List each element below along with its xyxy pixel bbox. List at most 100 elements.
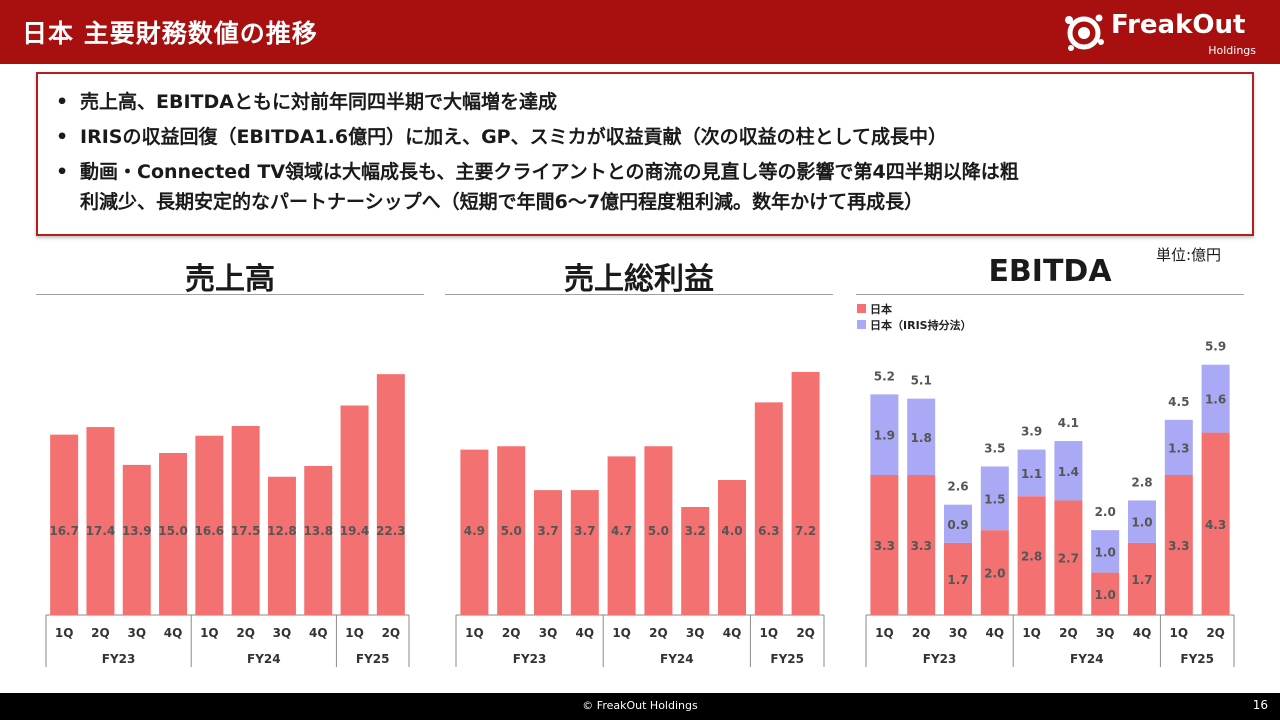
- data-label: 5.0: [501, 524, 522, 538]
- tick-label: 4Q: [164, 626, 183, 640]
- bar: [231, 426, 260, 615]
- data-label: 1.6: [1205, 393, 1226, 407]
- data-label: 0.9: [947, 518, 968, 532]
- total-label: 5.2: [874, 369, 895, 383]
- title-underline: [445, 294, 833, 295]
- page-title: 日本 主要財務数値の推移: [22, 19, 318, 48]
- bar: [267, 476, 296, 615]
- data-label: 3.3: [874, 539, 895, 553]
- tick-label: 3Q: [539, 626, 558, 640]
- bar-japan: [1017, 496, 1046, 615]
- data-label: 13.9: [122, 524, 152, 538]
- title-underline: [36, 294, 424, 295]
- bar-iris: [1091, 530, 1120, 573]
- chart-title-ebitda: EBITDA: [988, 254, 1112, 289]
- bar: [304, 465, 333, 615]
- data-label: 4.7: [611, 524, 632, 538]
- bullet-text: 利減少、長期安定的なパートナーシップへ（短期で年間6～7億円程度粗利減。数年かけ…: [80, 191, 924, 213]
- data-label: 1.0: [1095, 588, 1116, 602]
- tick-label: 2Q: [912, 626, 931, 640]
- bar: [570, 490, 599, 615]
- tick-label: 4Q: [1133, 626, 1152, 640]
- total-label: 5.1: [911, 374, 932, 388]
- bar: [644, 446, 673, 615]
- tick-label: 3Q: [1096, 626, 1115, 640]
- tick-label: 3Q: [949, 626, 968, 640]
- legend-swatch: [857, 320, 866, 329]
- data-label: 12.8: [267, 524, 297, 538]
- total-label: 3.5: [984, 442, 1005, 456]
- bar: [86, 427, 115, 615]
- bar: [460, 449, 489, 615]
- bullet-dot: •: [56, 161, 69, 183]
- legend-swatch: [857, 304, 866, 313]
- data-label: 3.3: [1168, 539, 1189, 553]
- bullet-text: IRISの収益回復（EBITDA1.6億円）に加え、GP、スミカが収益貢献（次の…: [80, 126, 948, 148]
- tick-label: 1Q: [200, 626, 219, 640]
- data-label: 3.7: [537, 524, 558, 538]
- data-label: 13.8: [303, 524, 333, 538]
- group-label: FY24: [247, 652, 281, 666]
- logo-sub: Holdings: [1208, 44, 1256, 57]
- tick-label: 3Q: [686, 626, 705, 640]
- data-label: 6.3: [758, 524, 779, 538]
- tick-label: 4Q: [986, 626, 1005, 640]
- legend-label: 日本（IRIS持分法）: [870, 318, 972, 332]
- unit-label: 単位:億円: [1156, 246, 1222, 264]
- tick-label: 2Q: [649, 626, 668, 640]
- bar-japan: [1164, 475, 1193, 615]
- bar-iris: [907, 398, 936, 475]
- data-label: 19.4: [340, 524, 370, 538]
- tick-label: 3Q: [273, 626, 292, 640]
- charts-canvas: FY23 FY24 FY25 1Q 16.7 2Q 17.4 3Q 13.9 4Q 15.0 1Q 16…: [45, 302, 1235, 667]
- bar-japan: [870, 475, 899, 615]
- data-label: 3.3: [911, 539, 932, 553]
- freakout-logo-icon: [1065, 14, 1104, 51]
- bar: [195, 435, 224, 615]
- tick-label: 4Q: [309, 626, 328, 640]
- bar-iris: [1164, 419, 1193, 475]
- tick-label: 1Q: [1170, 626, 1189, 640]
- tick-label: 2Q: [502, 626, 521, 640]
- group-label: FY25: [770, 652, 804, 666]
- bar: [718, 480, 746, 615]
- data-label: 7.2: [795, 524, 816, 538]
- chart-title-gross-profit: 売上総利益: [564, 262, 714, 297]
- data-label: 4.3: [1205, 518, 1226, 532]
- tick-label: 2Q: [382, 626, 401, 640]
- bar-iris: [1128, 500, 1156, 543]
- data-label: 15.0: [158, 524, 188, 538]
- tick-label: 4Q: [723, 626, 742, 640]
- data-label: 5.0: [648, 524, 669, 538]
- group-label: FY23: [513, 652, 547, 666]
- total-label: 4.1: [1058, 416, 1079, 430]
- page-number: 16: [1252, 698, 1268, 712]
- bullet-dot: •: [56, 126, 69, 148]
- tick-label: 4Q: [576, 626, 595, 640]
- data-label: 2.7: [1058, 552, 1079, 566]
- bar: [607, 456, 636, 615]
- total-label: 2.8: [1131, 475, 1152, 489]
- data-label: 16.6: [195, 524, 225, 538]
- bar-japan: [944, 542, 972, 615]
- summary-box: • 売上高、EBITDAともに対前年同四半期で大幅増を達成 • IRISの収益回…: [36, 72, 1254, 236]
- group-label: FY25: [356, 652, 390, 666]
- bar: [497, 446, 526, 615]
- total-label: 3.9: [1021, 425, 1042, 439]
- title-underline: [856, 294, 1244, 295]
- bar-iris: [1017, 449, 1046, 497]
- tick-label: 2Q: [91, 626, 110, 640]
- tick-label: 1Q: [612, 626, 631, 640]
- tick-label: 2Q: [1059, 626, 1078, 640]
- bar-japan: [980, 530, 1009, 615]
- header-bar: 日本 主要財務数値の推移 FreakOut Holdings: [0, 0, 1280, 64]
- data-label: 17.5: [231, 524, 261, 538]
- data-label: 22.3: [376, 524, 406, 538]
- tick-label: 1Q: [345, 626, 364, 640]
- data-label: 1.0: [1131, 516, 1152, 530]
- total-label: 2.0: [1095, 505, 1116, 519]
- bar-iris: [944, 504, 972, 543]
- bar-iris: [870, 394, 899, 475]
- group-label: FY24: [1070, 652, 1104, 666]
- logo: FreakOut Holdings: [1063, 8, 1258, 60]
